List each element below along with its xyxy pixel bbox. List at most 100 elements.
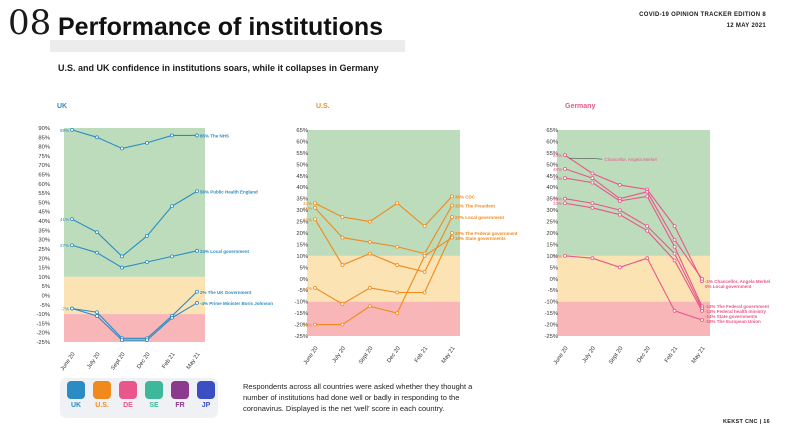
- start-value-label: 89%: [60, 128, 69, 133]
- data-point: [340, 302, 345, 306]
- series-the-federal-government: -4% 20% The Federal government: [304, 231, 518, 306]
- x-tick-label: June 20: [553, 346, 570, 366]
- y-tick-label: 25%: [296, 220, 308, 226]
- tracker-info: COVID-19 OPINION TRACKER EDITION 8 12 MA…: [639, 10, 766, 32]
- y-tick-label: 60%: [296, 139, 308, 145]
- series-the-european-union: 10% -18% The European Union: [553, 254, 761, 324]
- tracker-edition: COVID-19 OPINION TRACKER EDITION 8: [639, 12, 766, 18]
- y-tick-label: 0%: [42, 293, 50, 299]
- data-point: [367, 251, 372, 256]
- data-point: [120, 146, 124, 151]
- data-point: [340, 235, 345, 240]
- country-legend: UK U.S. DE SE FR JP: [60, 378, 218, 418]
- series-public-health-england: 41% 56% Public Health England: [60, 189, 258, 259]
- series-federal-health-ministry: 35% -13% Federal health ministry: [553, 197, 767, 315]
- france-map-icon: [171, 381, 189, 399]
- data-point: [672, 224, 677, 229]
- x-tick-label: July 20: [86, 352, 101, 370]
- green-band: [307, 130, 460, 256]
- y-tick-label: 30%: [38, 238, 50, 244]
- chart-title: Germany: [565, 103, 595, 110]
- series-line: [564, 202, 703, 312]
- series-state-governments: 33% -14% State governments: [553, 201, 758, 319]
- data-point: [367, 286, 372, 290]
- data-point: [422, 270, 427, 274]
- data-point: [563, 253, 567, 258]
- y-tick-label: 10%: [38, 275, 50, 281]
- y-tick-label: -5%: [40, 303, 50, 309]
- y-tick-label: 5%: [550, 265, 558, 271]
- data-point: [95, 314, 99, 318]
- red-band: [307, 301, 460, 336]
- y-tick-label: 75%: [38, 154, 50, 160]
- series-line: [71, 291, 198, 339]
- data-point: [170, 133, 174, 138]
- data-point: [313, 322, 317, 327]
- end-value-label: -14% State governments: [705, 314, 758, 319]
- start-value-label: 41%: [60, 217, 69, 222]
- data-point: [672, 237, 677, 242]
- x-tick-label: Sept 20: [608, 346, 624, 366]
- data-point: [590, 201, 595, 206]
- y-tick-label: 10%: [296, 254, 308, 260]
- data-point: [70, 243, 74, 248]
- end-value-label: 56% Public Health England: [200, 189, 258, 194]
- y-tick-label: 50%: [546, 162, 558, 168]
- red-band: [557, 301, 710, 336]
- end-value-label: -1% Chancellor, Angela Merkel: [705, 279, 770, 284]
- y-tick-label: 50%: [38, 200, 50, 206]
- legend-item-us: U.S.: [90, 381, 114, 417]
- legend-label: UK: [70, 402, 82, 409]
- data-point: [590, 171, 595, 176]
- data-point: [563, 167, 567, 171]
- end-value-label: -4% Prime Minister Boris Johnson: [200, 301, 273, 306]
- data-point: [313, 201, 317, 206]
- data-point: [672, 251, 677, 256]
- y-tick-label: 35%: [38, 228, 50, 234]
- legend-label: SE: [149, 402, 159, 409]
- y-tick-label: 65%: [38, 173, 50, 179]
- data-point: [170, 315, 174, 320]
- legend-item-uk: UK: [64, 381, 88, 417]
- y-tick-label: 65%: [546, 128, 558, 134]
- data-point: [313, 286, 317, 290]
- y-tick-label: 25%: [546, 220, 558, 226]
- y-tick-label: 45%: [38, 210, 50, 216]
- y-tick-label: 40%: [546, 185, 558, 191]
- start-value-label: 31%: [303, 206, 312, 211]
- y-tick-label: 85%: [38, 135, 50, 141]
- x-tick-label: Dec 20: [386, 346, 401, 364]
- x-tick-label: Sept 20: [110, 352, 126, 372]
- data-point: [645, 228, 650, 233]
- data-point: [617, 199, 622, 203]
- y-tick-label: 55%: [546, 151, 558, 157]
- legend-item-de: DE: [116, 381, 140, 417]
- start-value-label: 33%: [303, 201, 312, 206]
- data-point: [313, 217, 317, 222]
- series-line: [564, 168, 703, 280]
- footer-page-number: KEKST CNC | 16: [723, 419, 770, 425]
- data-point: [95, 250, 99, 255]
- data-point: [450, 194, 454, 199]
- y-tick-label: 70%: [38, 163, 50, 169]
- annotation-arrow: [568, 157, 603, 160]
- series-the-nhs: 89% 85% The NHS: [60, 128, 229, 151]
- x-tick-label: July 20: [582, 346, 597, 364]
- data-point: [395, 263, 400, 267]
- data-point: [700, 276, 704, 281]
- x-tick-label: Dec 20: [136, 352, 151, 370]
- germany-map-icon: [119, 381, 137, 399]
- start-value-label: -20%: [301, 323, 312, 328]
- data-point: [120, 254, 124, 259]
- data-point: [195, 189, 199, 194]
- data-point: [590, 256, 595, 261]
- end-value-label: -12% The Federal government: [705, 304, 770, 309]
- chart-germany: Germany 65% 60% 55% 50% 45% 40% 35% 30% 25% 20% 15%…: [544, 103, 770, 366]
- end-value-label: 85% The NHS: [200, 133, 229, 138]
- series-local-government: 26% 27% Local government: [303, 215, 505, 274]
- y-tick-label: 10%: [546, 254, 558, 260]
- data-point: [195, 248, 199, 253]
- start-value-label: 35%: [553, 197, 562, 202]
- tracker-date: 12 MAY 2021: [726, 23, 766, 29]
